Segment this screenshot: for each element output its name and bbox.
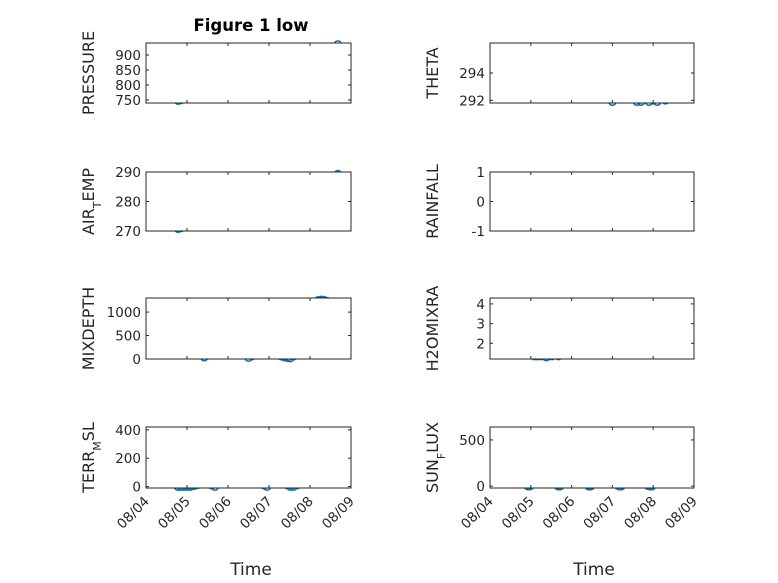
x-tick-label: 08/06 [540, 494, 579, 533]
y-tick-label: 1 [476, 165, 485, 181]
y-tick-label: 800 [115, 78, 141, 94]
x-axis-label-right: Time [572, 560, 615, 580]
x-tick-label: 08/04 [114, 494, 153, 533]
subplot-sun_flux: 0 500 08/04 08/05 08/06 08/07 08/08 08/09 SUNFLU… [423, 422, 701, 532]
y-tick-label: -1 [472, 224, 485, 240]
y-tick-label: 290 [115, 165, 141, 181]
subplot-theta: 292 294 THETA [423, 42, 695, 109]
y-tick-label: 0 [476, 479, 485, 495]
y-tick-label: 3 [476, 317, 485, 333]
y-tick-label: 500 [115, 329, 141, 345]
y-axis-label: SUNFLUX [423, 422, 448, 493]
subplot-terr_msl: 0 200 400 08/04 08/05 08/06 08/07 08/08 08/09 TER… [79, 422, 358, 532]
y-tick-label: 0 [132, 480, 141, 496]
x-axis-label-left: Time [229, 560, 272, 580]
x-tick-label: 08/09 [662, 494, 701, 533]
x-tick-label: 08/08 [278, 494, 317, 533]
x-tick-label: 08/07 [580, 494, 619, 533]
x-tick-label: 08/09 [319, 494, 358, 533]
y-tick-label: 750 [115, 93, 141, 109]
y-tick-label: 0 [476, 195, 485, 211]
y-tick-label: 850 [115, 63, 141, 79]
y-axis-label: RAINFALL [423, 164, 442, 239]
subplot-rainfall: -1 0 1 RAINFALL [423, 164, 695, 240]
y-axis-label: THETA [423, 47, 442, 99]
axes-box [489, 171, 695, 232]
axes-box [145, 426, 352, 489]
y-tick-label: 200 [115, 451, 141, 467]
axes-box [145, 297, 352, 360]
x-tick-label: 08/08 [621, 494, 660, 533]
y-tick-label: 900 [115, 48, 141, 64]
y-tick-label: 0 [132, 352, 141, 368]
y-axis-label: AIRTEMP [79, 168, 104, 235]
figure-title: Figure 1 low [193, 16, 308, 35]
subplot-air_temp: 270 280 290 AIRTEMP [79, 165, 352, 240]
x-tick-label: 08/04 [458, 494, 497, 533]
y-tick-label: 294 [459, 66, 485, 82]
axes-box [489, 42, 695, 104]
y-axis-label: MIXDEPTH [79, 287, 98, 370]
axes-box [145, 171, 352, 232]
y-tick-label: 4 [476, 297, 485, 313]
x-tick-label: 08/05 [499, 494, 538, 533]
y-tick-label: 270 [115, 224, 141, 240]
y-tick-label: 2 [476, 336, 485, 352]
y-axis-label: TERRMSL [79, 422, 104, 494]
x-tick-label: 08/06 [196, 494, 235, 533]
y-tick-label: 500 [459, 433, 485, 449]
subplot-h2omixra: 2 3 4 H2OMIXRA [423, 286, 695, 372]
y-tick-label: 400 [115, 423, 141, 439]
y-tick-label: 280 [115, 195, 141, 211]
axes-box [489, 426, 695, 489]
subplot-mixdepth: 0 500 1000 MIXDEPTH [79, 287, 352, 370]
x-tick-label: 08/05 [155, 494, 194, 533]
x-tick-label: 08/07 [237, 494, 276, 533]
y-axis-label: PRESSURE [79, 31, 98, 115]
y-tick-label: 292 [459, 93, 485, 109]
axes-box [145, 42, 352, 104]
axes-box [489, 297, 695, 360]
y-axis-label: H2OMIXRA [423, 286, 442, 372]
y-tick-label: 1000 [107, 305, 141, 321]
